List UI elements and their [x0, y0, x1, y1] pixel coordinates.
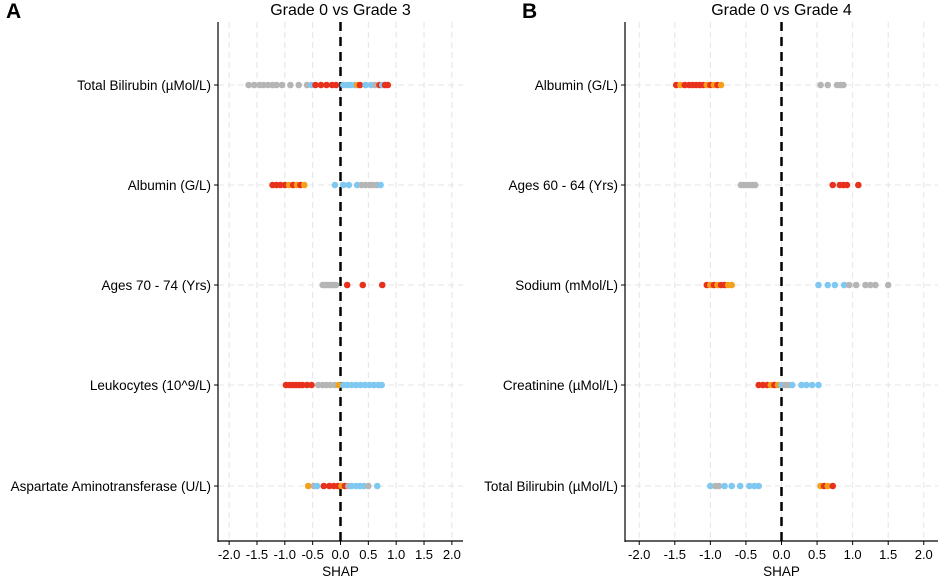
x-tick-label: -1.0 [699, 547, 721, 562]
data-point [384, 81, 392, 89]
data-point [331, 181, 339, 189]
data-point [808, 381, 816, 389]
data-point [378, 281, 386, 289]
data-point [287, 81, 294, 89]
data-point [817, 81, 824, 89]
data-point [829, 181, 837, 189]
chart-title: Grade 0 vs Grade 3 [270, 2, 411, 19]
data-point [840, 81, 847, 89]
data-point [862, 281, 869, 289]
x-tick-label: 0.5 [808, 547, 826, 562]
x-tick-label: -0.5 [735, 547, 757, 562]
data-point [872, 281, 879, 289]
x-tick-label: 0.0 [331, 547, 349, 562]
x-tick-label: -2.0 [628, 547, 650, 562]
data-point [359, 281, 367, 289]
data-point [728, 281, 736, 289]
data-point [843, 181, 851, 189]
x-tick-label: 0.5 [359, 547, 377, 562]
data-point [312, 81, 319, 89]
data-point [245, 81, 252, 89]
x-tick-label: 1.5 [879, 547, 897, 562]
x-tick-label: -0.5 [301, 547, 323, 562]
data-point [751, 181, 759, 189]
x-tick-label: -1.5 [664, 547, 686, 562]
data-point [717, 81, 725, 89]
x-tick-label: 1.0 [844, 547, 862, 562]
data-point [295, 81, 303, 89]
data-point [855, 181, 862, 189]
y-tick-label: Ages 70 - 74 (Yrs) [101, 278, 211, 293]
x-tick-label: 1.0 [387, 547, 405, 562]
chart-title: Grade 0 vs Grade 4 [711, 2, 852, 19]
data-point [332, 81, 340, 89]
y-tick-label: Total Bilirubin (µMol/L) [77, 78, 211, 93]
data-point [378, 381, 386, 389]
data-point [323, 81, 330, 89]
data-point [736, 482, 744, 490]
data-point [824, 81, 832, 89]
panel-label: A [6, 0, 21, 23]
data-point [362, 81, 369, 89]
data-point [852, 281, 860, 289]
data-point [339, 181, 347, 189]
data-point [788, 381, 796, 389]
data-point [831, 281, 839, 289]
data-point [728, 482, 736, 490]
x-tick-label: 2.0 [915, 547, 933, 562]
data-point [721, 482, 728, 490]
data-point [746, 482, 753, 490]
data-point [707, 482, 714, 490]
data-point [373, 482, 381, 490]
data-point [343, 281, 351, 289]
data-point [377, 181, 384, 189]
data-point [250, 81, 258, 89]
y-tick-label: Albumin (G/L) [535, 78, 618, 93]
data-point [815, 281, 822, 289]
x-tick-label: -1.0 [274, 547, 296, 562]
data-point [320, 482, 328, 490]
x-axis-title: SHAP [322, 564, 359, 579]
data-point [332, 281, 340, 289]
y-tick-label: Ages 60 - 64 (Yrs) [508, 178, 618, 193]
data-point [715, 482, 723, 490]
y-tick-label: Aspartate Aminotransferase (U/L) [11, 479, 211, 494]
x-tick-label: -2.0 [218, 547, 240, 562]
data-point [884, 281, 892, 289]
data-point [365, 482, 372, 490]
y-tick-label: Creatinine (µMol/L) [503, 378, 618, 393]
data-point [304, 482, 312, 490]
y-tick-label: Leukocytes (10^9/L) [90, 378, 211, 393]
data-point [845, 281, 853, 289]
data-point [301, 181, 308, 189]
data-point [755, 482, 763, 490]
panel-a: Total Bilirubin (µMol/L) Albumin (G/L) Age… [6, 0, 463, 579]
data-point [313, 482, 321, 490]
y-tick-label: Total Bilirubin (µMol/L) [484, 479, 618, 494]
data-point [356, 81, 364, 89]
panel-b: Albumin (G/L) Ages 60 - 64 (Yrs) Sodium (m… [484, 0, 938, 579]
data-point [278, 81, 286, 89]
data-point [829, 482, 837, 490]
x-tick-label: 1.5 [415, 547, 433, 562]
data-point [803, 381, 810, 389]
x-tick-label: 0.0 [772, 547, 790, 562]
data-point [840, 281, 848, 289]
x-axis-title: SHAP [763, 564, 800, 579]
data-point [824, 482, 832, 490]
x-tick-label: 2.0 [443, 547, 461, 562]
data-point [824, 281, 832, 289]
data-point [867, 281, 874, 289]
data-point [273, 81, 280, 89]
y-tick-label: Albumin (G/L) [128, 178, 211, 193]
data-point [815, 381, 822, 389]
data-point [345, 181, 353, 189]
data-point [317, 81, 325, 89]
data-point [308, 381, 315, 389]
panel-label: B [522, 0, 537, 23]
x-tick-label: -1.5 [246, 547, 268, 562]
y-tick-label: Sodium (mMol/L) [515, 278, 618, 293]
data-point [798, 381, 805, 389]
